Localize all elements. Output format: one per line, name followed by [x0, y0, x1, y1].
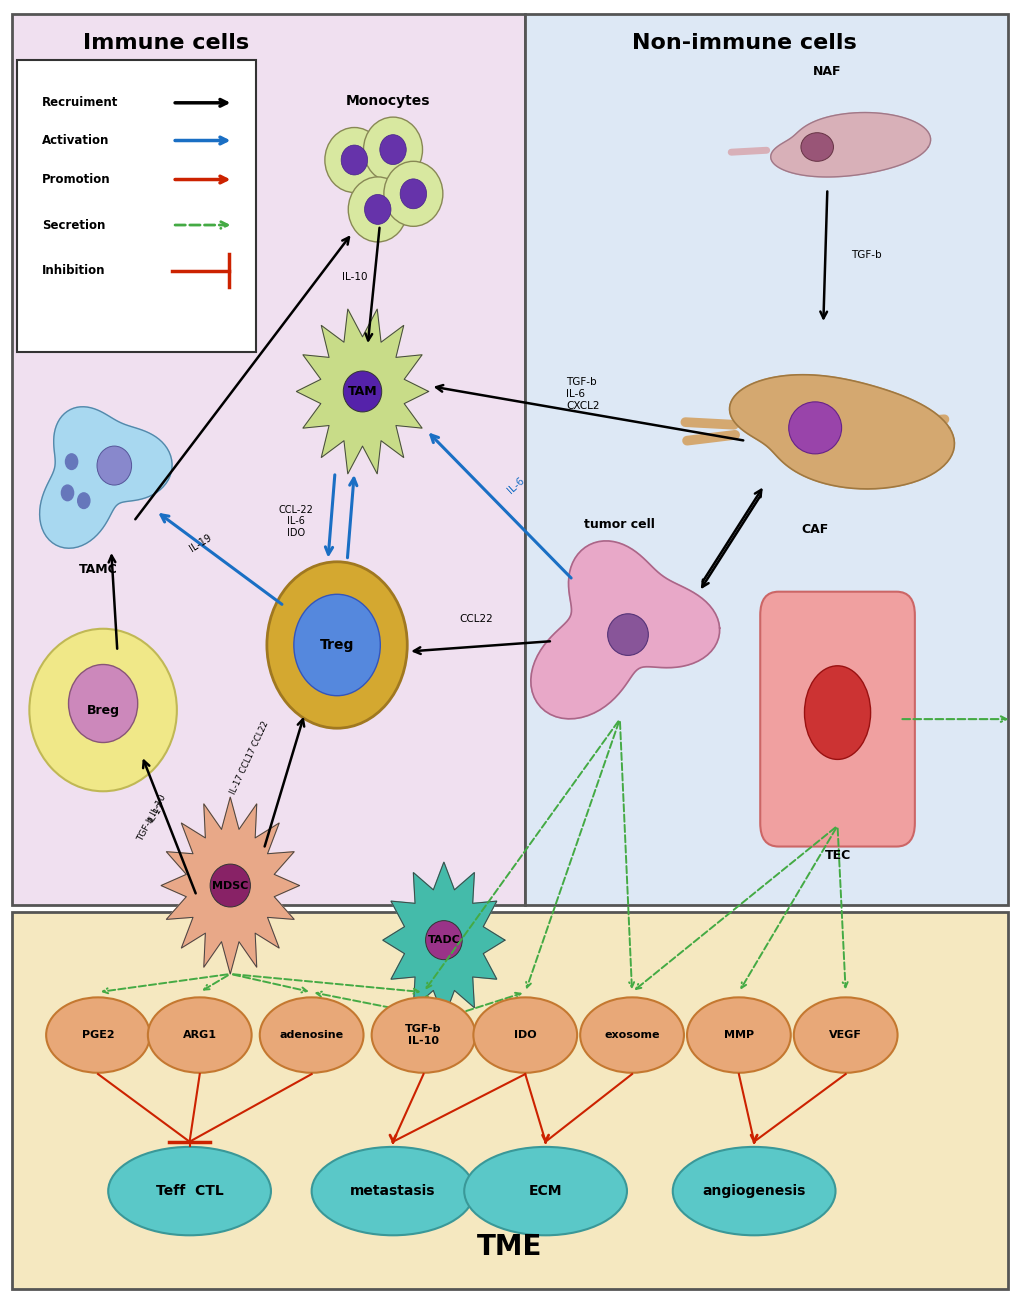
Ellipse shape	[148, 997, 252, 1072]
Ellipse shape	[371, 997, 475, 1072]
Text: TGF-b
IL-6
CXCL2: TGF-b IL-6 CXCL2	[566, 378, 599, 410]
Text: Inhibition: Inhibition	[42, 265, 106, 278]
FancyBboxPatch shape	[11, 14, 525, 906]
Text: TAM: TAM	[347, 384, 377, 397]
Polygon shape	[40, 407, 172, 549]
Text: Secretion: Secretion	[42, 219, 105, 232]
Text: IL-17: IL-17	[146, 801, 166, 825]
Text: TGF-b IL-10: TGF-b IL-10	[136, 794, 168, 843]
Text: NAF: NAF	[812, 65, 841, 78]
Polygon shape	[770, 112, 929, 177]
Text: CCL-22
IL-6
IDO: CCL-22 IL-6 IDO	[278, 504, 314, 538]
Ellipse shape	[383, 162, 442, 227]
Text: PGE2: PGE2	[82, 1031, 114, 1040]
Text: TEC: TEC	[823, 850, 850, 863]
Text: IDO: IDO	[514, 1031, 536, 1040]
Ellipse shape	[46, 997, 150, 1072]
Text: MDSC: MDSC	[212, 881, 249, 890]
Text: Recruiment: Recruiment	[42, 96, 118, 109]
Text: CCL22: CCL22	[460, 614, 493, 624]
Ellipse shape	[607, 614, 648, 655]
Text: tumor cell: tumor cell	[584, 517, 654, 530]
Ellipse shape	[324, 128, 383, 193]
Ellipse shape	[30, 629, 176, 791]
FancyBboxPatch shape	[11, 912, 1008, 1289]
Polygon shape	[729, 375, 954, 489]
Text: IL-17 CCL17 CCL22: IL-17 CCL17 CCL22	[228, 721, 270, 796]
Text: Immune cells: Immune cells	[83, 33, 249, 53]
Ellipse shape	[260, 997, 363, 1072]
Ellipse shape	[108, 1147, 271, 1235]
Circle shape	[65, 453, 77, 469]
Text: ECM: ECM	[528, 1184, 561, 1197]
Ellipse shape	[293, 594, 380, 696]
Ellipse shape	[473, 997, 577, 1072]
Text: Non-immune cells: Non-immune cells	[631, 33, 856, 53]
Text: IL-6: IL-6	[505, 476, 526, 495]
Ellipse shape	[347, 177, 407, 242]
Text: exosome: exosome	[603, 1031, 659, 1040]
Text: Promotion: Promotion	[42, 173, 111, 186]
Circle shape	[61, 485, 73, 500]
Text: TADC: TADC	[427, 936, 460, 945]
Text: IL-19: IL-19	[187, 533, 213, 554]
Text: CAF: CAF	[801, 523, 828, 536]
Ellipse shape	[687, 997, 790, 1072]
Text: ARG1: ARG1	[182, 1031, 216, 1040]
Text: Monocytes: Monocytes	[345, 94, 430, 108]
Ellipse shape	[464, 1147, 627, 1235]
Ellipse shape	[68, 665, 138, 743]
Text: angiogenesis: angiogenesis	[702, 1184, 805, 1197]
Text: metastasis: metastasis	[350, 1184, 435, 1197]
Ellipse shape	[312, 1147, 474, 1235]
Ellipse shape	[210, 864, 250, 907]
Text: Breg: Breg	[87, 704, 119, 717]
Text: adenosine: adenosine	[279, 1031, 343, 1040]
Ellipse shape	[363, 117, 422, 182]
Text: TME: TME	[477, 1233, 542, 1261]
Ellipse shape	[379, 134, 406, 164]
Polygon shape	[530, 541, 718, 719]
Text: Teff  CTL: Teff CTL	[156, 1184, 223, 1197]
Ellipse shape	[97, 446, 131, 485]
Ellipse shape	[399, 179, 426, 208]
Polygon shape	[297, 309, 428, 474]
Text: MMP: MMP	[723, 1031, 753, 1040]
Circle shape	[77, 493, 90, 508]
Ellipse shape	[580, 997, 684, 1072]
FancyBboxPatch shape	[525, 14, 1008, 906]
Text: TAMC: TAMC	[78, 563, 117, 576]
Polygon shape	[161, 797, 300, 973]
Ellipse shape	[804, 666, 870, 760]
Text: TGF-b
IL-10: TGF-b IL-10	[405, 1024, 441, 1046]
Text: VEGF: VEGF	[828, 1031, 861, 1040]
FancyBboxPatch shape	[16, 60, 256, 352]
Ellipse shape	[267, 562, 407, 728]
Ellipse shape	[800, 133, 833, 162]
Text: IL-10: IL-10	[341, 272, 367, 281]
Ellipse shape	[425, 921, 462, 959]
Text: Activation: Activation	[42, 134, 109, 147]
Ellipse shape	[788, 401, 841, 453]
Ellipse shape	[340, 145, 367, 175]
Text: TGF-b: TGF-b	[850, 250, 880, 259]
Ellipse shape	[343, 371, 381, 412]
Polygon shape	[382, 863, 504, 1018]
Ellipse shape	[673, 1147, 835, 1235]
Text: Treg: Treg	[320, 638, 354, 652]
FancyBboxPatch shape	[759, 592, 914, 847]
Ellipse shape	[793, 997, 897, 1072]
Ellipse shape	[364, 194, 390, 224]
